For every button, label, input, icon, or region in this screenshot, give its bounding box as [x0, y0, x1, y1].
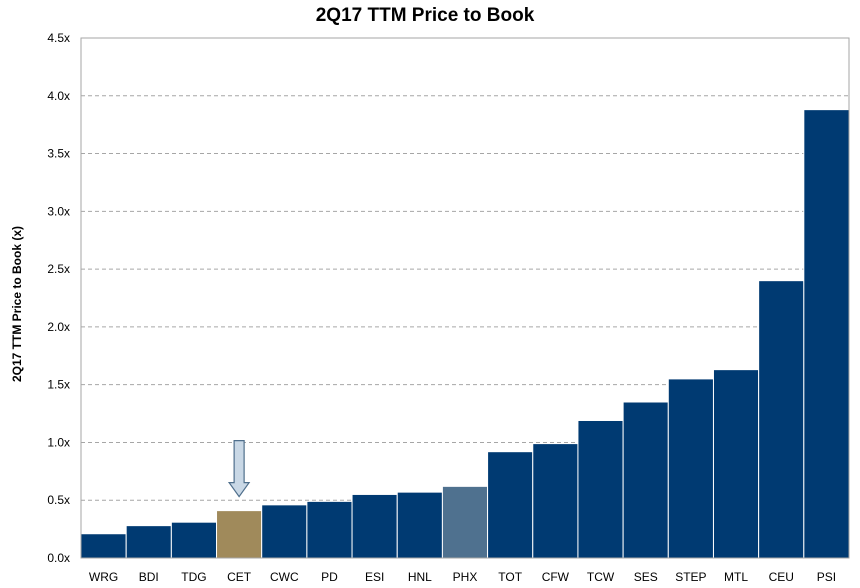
bar-hnl	[396, 491, 443, 559]
y-tick-label: 0.5x	[47, 493, 70, 507]
x-category-label: CWC	[270, 570, 299, 584]
bar-phx	[441, 485, 489, 559]
x-category-label: PSI	[817, 570, 836, 584]
bar-pd	[306, 500, 353, 559]
x-category-label: CFW	[542, 570, 570, 584]
bar-cwc	[261, 504, 308, 559]
bar-step	[667, 378, 714, 559]
x-category-label: PHX	[453, 570, 478, 584]
y-tick-label: 2.0x	[47, 320, 70, 334]
x-category-label: MTL	[724, 570, 748, 584]
x-category-label: CET	[227, 570, 252, 584]
bar-wrg	[80, 533, 127, 559]
y-tick-labels: 0.0x 0.5x 1.0x 1.5x 2.0x 2.5x 3.0x 3.5x 4.0x 4.5x	[47, 31, 70, 565]
y-tick-label: 3.0x	[47, 204, 70, 218]
bar-ceu	[758, 280, 805, 559]
bar-tdg	[170, 521, 218, 559]
bars	[80, 109, 850, 559]
y-axis-label: 2Q17 TTM Price to Book (x)	[10, 226, 24, 382]
bar-cfw	[532, 443, 579, 559]
x-category-label: SES	[634, 570, 658, 584]
y-tick-label: 4.5x	[47, 31, 70, 45]
chart-title: 2Q17 TTM Price to Book	[316, 5, 535, 26]
y-tick-label: 4.0x	[47, 89, 70, 103]
x-category-label: TOT	[498, 570, 522, 584]
x-category-label: TDG	[181, 570, 206, 584]
highlight-arrow	[227, 440, 251, 498]
plot-frame	[80, 37, 850, 559]
y-tick-label: 1.5x	[47, 378, 70, 392]
x-category-label: TCW	[587, 570, 615, 584]
bar-bdi	[125, 525, 172, 559]
bar-tcw	[577, 419, 624, 559]
down-arrow-icon	[227, 440, 251, 498]
x-category-labels: WRG BDI TDG CET CWC PD ESI HNL PHX TOT CFW TCW SES ST…	[89, 570, 836, 584]
bar-ses	[622, 401, 669, 559]
x-category-label: BDI	[139, 570, 159, 584]
x-category-label: ESI	[365, 570, 384, 584]
y-tick-label: 3.5x	[47, 147, 70, 161]
x-category-label: CEU	[769, 570, 794, 584]
bar-psi	[803, 109, 850, 559]
x-category-label: WRG	[89, 570, 118, 584]
bar-mtl	[712, 369, 760, 559]
bar-cet	[216, 510, 263, 559]
x-category-label: STEP	[675, 570, 706, 584]
bar-tot	[487, 451, 534, 559]
y-tick-label: 2.5x	[47, 262, 70, 276]
y-tick-label: 1.0x	[47, 435, 70, 449]
x-category-label: HNL	[408, 570, 432, 584]
y-tick-label: 0.0x	[47, 551, 70, 565]
x-category-label: PD	[321, 570, 338, 584]
bar-esi	[351, 493, 398, 559]
